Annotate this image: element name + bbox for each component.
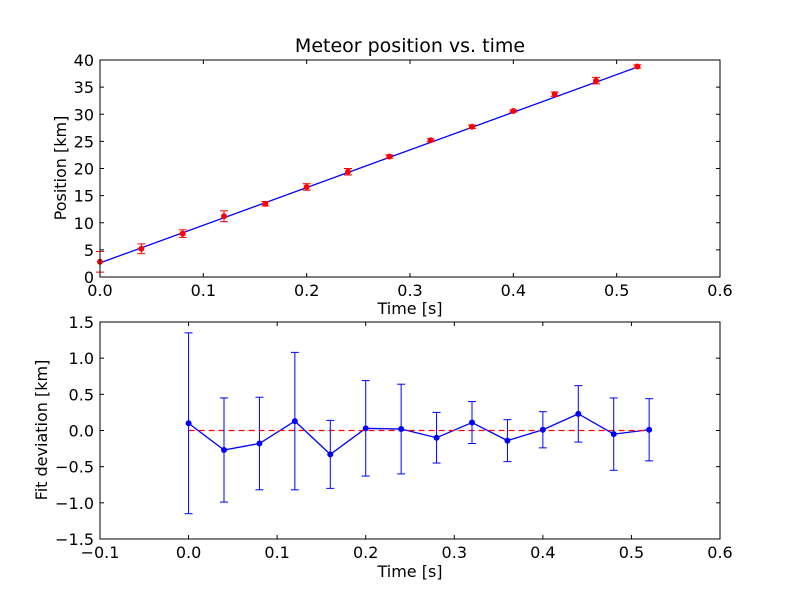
position-chart-data-point bbox=[634, 63, 641, 70]
position-chart-x-tick-label: 0.1 bbox=[191, 281, 216, 300]
deviation-chart-data-point bbox=[469, 419, 475, 426]
position-chart-x-tick-label: 0.4 bbox=[501, 281, 526, 300]
deviation-chart-data-point bbox=[646, 426, 653, 433]
position-chart-y-tick-label: 15 bbox=[74, 187, 94, 206]
deviation-chart: −0.1 0.0 0.1 0.2 0.3 0.4 0.5 0.6 −1.5 −1.0 −0.5 0.0… bbox=[32, 313, 733, 581]
deviation-chart-y-tick-label: 1.5 bbox=[69, 313, 94, 332]
deviation-chart-data-point bbox=[185, 420, 192, 427]
deviation-chart-marks bbox=[184, 332, 654, 515]
position-chart-data-point bbox=[427, 137, 434, 144]
position-chart-x-tick-label: 0.0 bbox=[87, 281, 112, 300]
position-chart-fit-line bbox=[99, 66, 638, 264]
position-chart-x-tick-label: 0.3 bbox=[397, 281, 422, 300]
deviation-chart-data-point bbox=[256, 440, 263, 447]
deviation-chart-x-tick-label: −0.1 bbox=[81, 543, 120, 562]
position-chart-y-tick-label: 30 bbox=[74, 105, 94, 124]
position-chart-x-tick-label: 0.2 bbox=[294, 281, 319, 300]
deviation-chart-x-tick-label: 0.3 bbox=[442, 543, 467, 562]
deviation-chart-x-axis-label: Time [s] bbox=[376, 562, 442, 581]
deviation-chart-x-tick-label: 0.0 bbox=[176, 543, 201, 562]
position-chart-data-point bbox=[386, 153, 393, 160]
position-chart-axes: 0.0 0.1 0.2 0.3 0.4 0.5 0.6 0 5 10 15 20 25 30 35 40 bbox=[74, 51, 733, 300]
deviation-chart-data-point bbox=[539, 426, 546, 433]
deviation-chart-y-axis-label: Fit deviation [km] bbox=[32, 360, 51, 501]
deviation-chart-data-point bbox=[398, 426, 405, 433]
deviation-chart-data-point bbox=[362, 425, 369, 432]
deviation-chart-data-point bbox=[575, 410, 582, 417]
deviation-chart-y-tick-label: 0.0 bbox=[69, 422, 94, 441]
position-chart-x-tick-label: 0.6 bbox=[707, 281, 732, 300]
deviation-chart-axes: −0.1 0.0 0.1 0.2 0.3 0.4 0.5 0.6 −1.5 −1.0 −0.5 0.0… bbox=[55, 313, 733, 562]
position-chart-data-point bbox=[303, 183, 310, 190]
position-chart-data-point bbox=[138, 245, 145, 252]
deviation-chart-y-tick-label: 1.0 bbox=[69, 349, 94, 368]
position-chart-y-tick-label: 10 bbox=[74, 214, 94, 233]
position-chart-data-point bbox=[551, 91, 558, 98]
position-chart-title: Meteor position vs. time bbox=[295, 35, 525, 57]
position-chart-x-axis-label: Time [s] bbox=[376, 299, 442, 318]
position-chart-y-tick-label: 0 bbox=[84, 268, 94, 287]
deviation-chart-data-point bbox=[291, 418, 298, 425]
position-chart-data-point bbox=[221, 213, 227, 220]
position-chart: Meteor position vs. time 0.0 0.1 0.2 0.3 0.4… bbox=[51, 35, 733, 318]
deviation-chart-data-point bbox=[504, 437, 511, 444]
deviation-chart-x-tick-label: 0.4 bbox=[530, 543, 555, 562]
deviation-chart-data-point bbox=[221, 447, 227, 454]
deviation-chart-y-tick-label: −1.0 bbox=[55, 494, 94, 513]
deviation-chart-series-line bbox=[188, 413, 650, 456]
position-chart-data-point bbox=[345, 168, 351, 175]
position-chart-data-point bbox=[262, 200, 269, 207]
deviation-chart-y-tick-label: 0.5 bbox=[69, 385, 94, 404]
deviation-chart-data-point bbox=[327, 451, 334, 458]
position-chart-y-tick-label: 20 bbox=[74, 160, 94, 179]
position-chart-y-axis-label: Position [km] bbox=[51, 116, 70, 221]
position-chart-x-tick-label: 0.5 bbox=[604, 281, 629, 300]
position-chart-y-tick-label: 40 bbox=[74, 51, 94, 70]
position-chart-y-tick-label: 5 bbox=[84, 241, 94, 260]
position-chart-data-point bbox=[510, 107, 517, 114]
position-chart-data-point bbox=[469, 123, 475, 130]
deviation-chart-data-point bbox=[433, 434, 440, 441]
deviation-chart-y-tick-label: −1.5 bbox=[55, 530, 94, 549]
deviation-chart-x-tick-label: 0.1 bbox=[264, 543, 289, 562]
deviation-chart-x-tick-label: 0.6 bbox=[707, 543, 732, 562]
deviation-chart-y-tick-label: −0.5 bbox=[55, 458, 94, 477]
position-chart-y-tick-label: 25 bbox=[74, 132, 94, 151]
deviation-chart-x-tick-label: 0.2 bbox=[353, 543, 378, 562]
position-chart-data-point bbox=[179, 230, 186, 237]
deviation-chart-data-point bbox=[610, 431, 617, 438]
deviation-chart-x-tick-label: 0.5 bbox=[619, 543, 644, 562]
position-chart-y-tick-label: 35 bbox=[74, 78, 94, 97]
position-chart-data-point bbox=[593, 77, 599, 84]
